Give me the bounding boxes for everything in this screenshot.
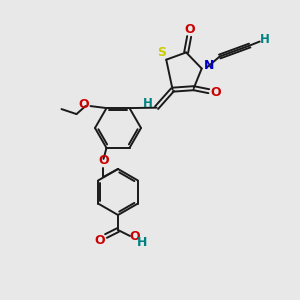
Text: O: O (185, 23, 196, 36)
Text: O: O (95, 233, 105, 247)
Text: H: H (260, 33, 270, 46)
Text: O: O (210, 86, 221, 99)
Text: N: N (203, 59, 214, 72)
Text: O: O (78, 98, 89, 111)
Text: H: H (143, 97, 152, 110)
Text: O: O (130, 230, 140, 244)
Text: O: O (98, 154, 109, 167)
Text: H: H (137, 236, 147, 248)
Text: S: S (157, 46, 166, 59)
